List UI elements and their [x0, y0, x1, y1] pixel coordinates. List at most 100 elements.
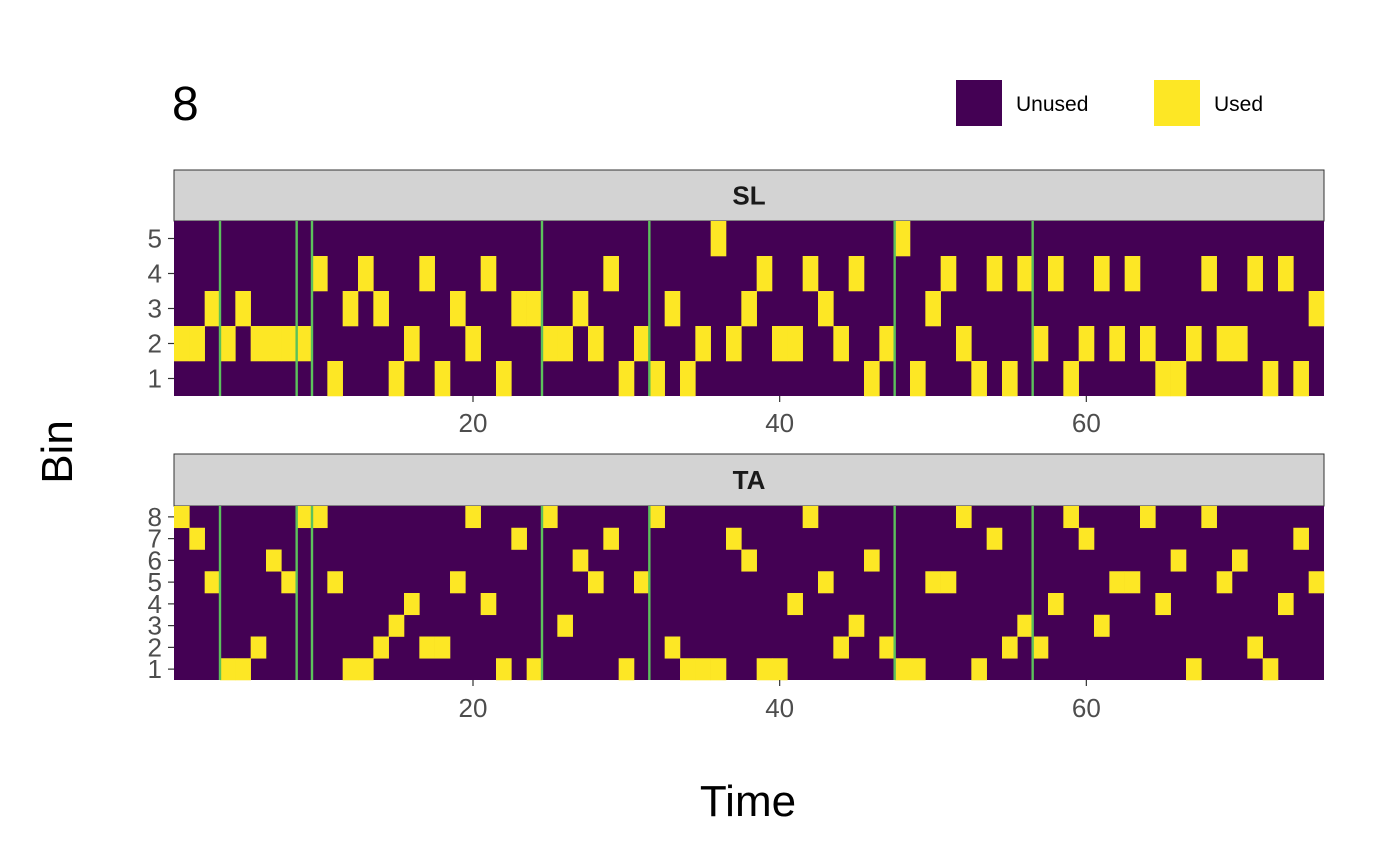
used-cell	[1032, 636, 1049, 659]
used-cell	[649, 506, 665, 529]
x-axis-title: Time	[700, 777, 796, 826]
used-cell	[1140, 326, 1156, 362]
x-tick-label: 20	[459, 693, 488, 723]
used-cell	[419, 636, 435, 659]
used-cell	[664, 636, 681, 659]
used-cell	[818, 291, 834, 327]
used-cell	[526, 291, 543, 327]
used-cell	[189, 326, 205, 362]
used-cell	[526, 658, 543, 681]
facet-strip	[173, 453, 1325, 507]
used-cell	[894, 658, 911, 681]
used-cell	[1094, 256, 1110, 292]
x-tick-label: 20	[459, 408, 488, 438]
used-cell	[312, 506, 328, 529]
y-tick-label: 3	[148, 294, 162, 324]
used-cell	[1078, 527, 1095, 550]
used-cell	[588, 571, 604, 594]
used-cell	[1078, 326, 1095, 362]
legend-swatch-used	[1154, 80, 1200, 126]
used-cell	[864, 361, 880, 397]
used-cell	[557, 326, 573, 362]
used-cell	[864, 549, 880, 572]
used-cell	[588, 326, 604, 362]
used-cell	[496, 658, 512, 681]
y-tick-label: 5	[148, 567, 162, 597]
used-cell	[1017, 256, 1033, 292]
used-cell	[1109, 326, 1125, 362]
used-cell	[618, 361, 635, 397]
x-tick-label: 40	[765, 693, 794, 723]
used-cell	[327, 361, 343, 397]
used-cell	[235, 658, 251, 681]
used-cell	[465, 506, 481, 529]
used-cell	[1247, 636, 1263, 659]
legend-label-used: Used	[1214, 93, 1263, 116]
legend-swatch-unused	[956, 80, 1002, 126]
unused-background	[174, 506, 1324, 680]
y-tick-label: 4	[148, 259, 162, 289]
used-cell	[726, 527, 742, 550]
used-cell	[634, 326, 650, 362]
used-cell	[542, 506, 558, 529]
used-cell	[1262, 658, 1279, 681]
used-cell	[1201, 506, 1217, 529]
used-cell	[971, 658, 987, 681]
used-cell	[1124, 571, 1141, 594]
used-cell	[833, 326, 849, 362]
y-tick-label: 8	[148, 502, 162, 532]
used-cell	[434, 361, 451, 397]
used-cell	[1293, 527, 1309, 550]
used-cell	[710, 658, 727, 681]
used-cell	[434, 636, 451, 659]
used-cell	[404, 593, 420, 616]
used-cell	[1048, 256, 1064, 292]
used-cell	[741, 549, 757, 572]
used-cell	[741, 291, 757, 327]
used-cell	[925, 571, 941, 594]
used-cell	[480, 256, 497, 292]
used-cell	[695, 326, 711, 362]
used-cell	[266, 549, 282, 572]
facet-label: TA	[733, 465, 766, 495]
used-cell	[1032, 326, 1049, 362]
used-cell	[1063, 361, 1079, 397]
used-cell	[833, 636, 849, 659]
used-cell	[496, 361, 512, 397]
y-tick-label: 2	[148, 632, 162, 662]
y-tick-label: 2	[148, 329, 162, 359]
used-cell	[174, 326, 190, 362]
used-cell	[940, 571, 957, 594]
used-cell	[296, 506, 313, 529]
used-cell	[511, 527, 527, 550]
y-tick-label: 3	[148, 611, 162, 641]
y-tick-label: 4	[148, 589, 162, 619]
used-cell	[281, 571, 297, 594]
used-cell	[1155, 593, 1171, 616]
used-cell	[404, 326, 420, 362]
used-cell	[1140, 506, 1156, 529]
used-cell	[1170, 549, 1187, 572]
plot-title: 8	[172, 78, 199, 131]
used-cell	[787, 326, 803, 362]
used-cell	[695, 658, 711, 681]
x-tick-label: 60	[1072, 693, 1101, 723]
used-cell	[1278, 593, 1294, 616]
used-cell	[1002, 636, 1018, 659]
used-cell	[787, 593, 803, 616]
used-cell	[542, 326, 558, 362]
used-cell	[710, 221, 727, 257]
y-tick-label: 6	[148, 545, 162, 575]
used-cell	[296, 326, 313, 362]
used-cell	[373, 291, 389, 327]
used-cell	[250, 636, 267, 659]
used-cell	[603, 527, 619, 550]
used-cell	[327, 571, 343, 594]
used-cell	[1017, 614, 1033, 637]
used-cell	[235, 291, 251, 327]
used-cell	[756, 658, 773, 681]
used-cell	[772, 326, 788, 362]
used-cell	[1232, 549, 1248, 572]
panel-sl: SL 1 2 3 4 5 20 40 60	[148, 169, 1325, 438]
